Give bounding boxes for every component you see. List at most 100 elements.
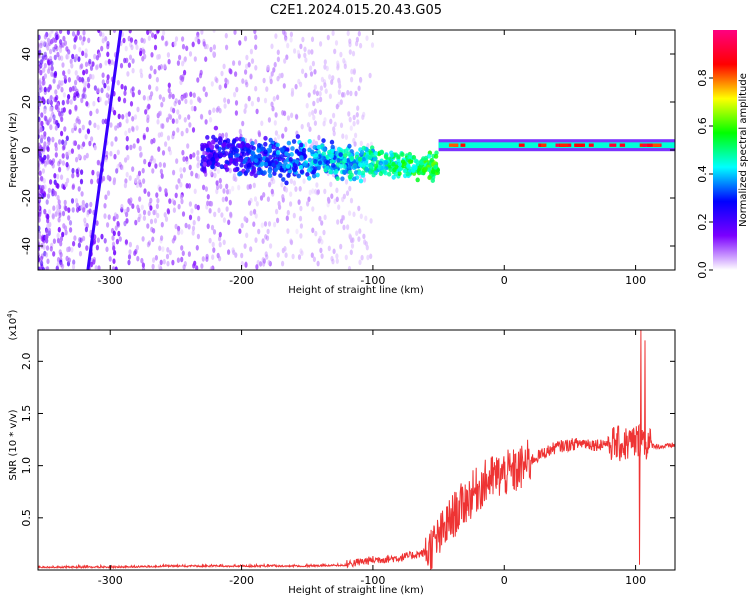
signal-blob (307, 175, 312, 181)
noise-blob (185, 183, 189, 189)
noise-blob (108, 256, 112, 262)
signal-blob (207, 153, 212, 159)
noise-blob (138, 145, 142, 152)
noise-blob (117, 113, 121, 120)
noise-blob (54, 96, 58, 103)
signal-blob (240, 148, 245, 154)
noise-blob (299, 248, 303, 254)
noise-blob (282, 83, 286, 89)
signal-blob (353, 164, 358, 170)
noise-blob (197, 159, 201, 166)
signal-blob (249, 171, 254, 177)
noise-blob (97, 30, 101, 34)
noise-blob (56, 261, 60, 268)
noise-blob (254, 65, 258, 71)
signal-blob (234, 153, 239, 158)
noise-blob (66, 98, 70, 105)
noise-blob (38, 34, 41, 41)
noise-blob (96, 124, 100, 131)
noise-blob (57, 217, 61, 223)
noise-blob (222, 239, 226, 246)
noise-blob (254, 139, 258, 145)
noise-blob (139, 68, 143, 74)
noise-blob (162, 30, 166, 36)
noise-blob (300, 123, 304, 130)
signal-blob (360, 170, 366, 176)
noise-blob (232, 60, 236, 66)
noise-blob (141, 167, 145, 174)
noise-blob (82, 69, 86, 76)
noise-blob (156, 212, 160, 219)
noise-blob (39, 255, 44, 262)
noise-blob (194, 203, 198, 210)
noise-blob (196, 173, 200, 180)
noise-blob (197, 38, 201, 45)
signal-blob (232, 167, 238, 173)
noise-blob (100, 233, 104, 240)
noise-blob (57, 55, 62, 61)
noise-blob (172, 200, 177, 206)
noise-blob (88, 73, 93, 80)
signal-blob (268, 154, 273, 160)
signal-blob (379, 149, 384, 155)
noise-blob (284, 126, 288, 133)
noise-blob (123, 97, 127, 104)
noise-blob (41, 236, 45, 242)
noise-blob (154, 254, 158, 261)
noise-blob (349, 197, 354, 204)
noise-blob (228, 188, 232, 195)
noise-blob (140, 37, 144, 44)
noise-blob (182, 264, 186, 270)
noise-blob (281, 30, 286, 35)
noise-blob (146, 241, 150, 248)
noise-blob (57, 226, 61, 233)
noise-blob (65, 151, 69, 158)
noise-blob (330, 193, 334, 199)
noise-blob (38, 84, 43, 91)
signal-blob (224, 151, 229, 156)
noise-blob (188, 214, 193, 221)
noise-blob (83, 221, 87, 227)
y-tick-label: 40 (20, 47, 33, 61)
noise-blob (43, 115, 47, 121)
snr-scale-note: (x104) (6, 309, 19, 340)
noise-blob (95, 108, 99, 114)
signal-blob (283, 159, 288, 165)
noise-blob (103, 82, 107, 89)
noise-blob (316, 189, 320, 195)
snr-panel: -300 -200 -100 0 100 0.5 1.0 1.5 2.0 Height of … (6, 309, 676, 596)
noise-blob (238, 228, 242, 234)
noise-blob (42, 67, 46, 73)
noise-blob (164, 41, 168, 47)
tonal-hotspot (609, 143, 617, 147)
noise-blob (243, 216, 247, 222)
noise-blob (56, 84, 60, 90)
noise-blob (43, 62, 47, 69)
y-tick-label: -40 (20, 237, 33, 255)
x-tick-label: 100 (625, 574, 646, 587)
noise-blob (339, 51, 343, 58)
noise-blob (50, 242, 54, 249)
noise-blob (361, 114, 365, 120)
signal-blob (361, 162, 366, 168)
noise-blob (310, 252, 314, 258)
noise-blob (95, 64, 99, 71)
noise-blob (55, 265, 59, 270)
noise-blob (105, 150, 109, 157)
signal-blob (251, 145, 256, 151)
signal-blob (317, 160, 323, 166)
noise-blob (336, 65, 340, 71)
noise-blob (148, 84, 152, 90)
noise-blob (355, 230, 359, 236)
signal-blob (299, 169, 305, 175)
signal-blob (361, 145, 366, 151)
noise-blob (66, 30, 70, 35)
signal-blob (211, 134, 216, 140)
noise-blob (296, 49, 300, 56)
noise-blob (110, 59, 114, 65)
signal-blob (342, 164, 347, 169)
noise-blob (263, 97, 268, 104)
noise-blob (234, 71, 238, 77)
noise-blob (59, 252, 63, 258)
noise-blob (226, 189, 230, 195)
